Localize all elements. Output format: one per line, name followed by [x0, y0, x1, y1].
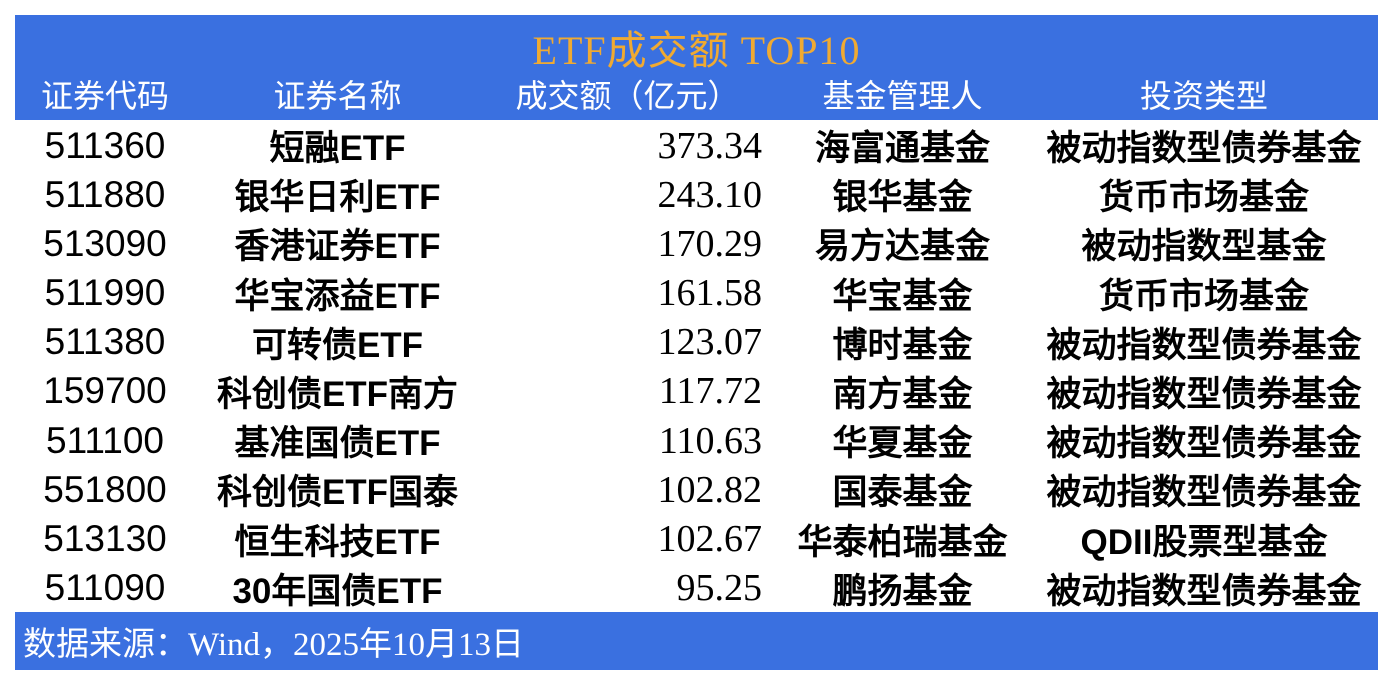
cell-manager: 博时基金	[832, 325, 973, 365]
cell-manager: 海富通基金	[814, 129, 990, 168]
table-row: 511100 基准国债ETF 110.63 华夏基金 被动指数型债券基金	[15, 415, 1378, 464]
cell-manager: 华宝基金	[832, 276, 973, 316]
cell-name: 短融ETF	[269, 129, 406, 168]
column-header-type: 投资类型	[1139, 78, 1268, 114]
cell-manager: 国泰基金	[832, 473, 973, 513]
cell-code: 159700	[43, 370, 167, 412]
cell-manager: 华泰柏瑞基金	[797, 522, 1008, 562]
cell-manager: 鹏扬基金	[832, 571, 973, 611]
table-row: 511380 可转债ETF 123.07 博时基金 被动指数型债券基金	[15, 317, 1378, 366]
cell-amount: 170.29	[657, 222, 763, 265]
table-row: 513130 恒生科技ETF 102.67 华泰柏瑞基金 QDII股票型基金	[15, 514, 1378, 563]
cell-code: 511990	[44, 272, 166, 314]
cell-manager: 银华基金	[832, 178, 973, 218]
cell-type: 被动指数型债券基金	[1046, 325, 1362, 365]
table-band: ETF成交额 TOP10 证券代码 证券名称 成交额（亿元） 基金管理人 投资类…	[15, 15, 1378, 670]
cell-amount: 373.34	[657, 124, 763, 167]
cell-type: 货币市场基金	[1098, 178, 1309, 218]
cell-name: 华宝添益ETF	[234, 276, 441, 316]
data-source-note: 数据来源：Wind，2025年10月13日	[23, 627, 524, 663]
cell-type: 被动指数型债券基金	[1046, 473, 1362, 513]
table-header-row: 证券代码 证券名称 成交额（亿元） 基金管理人 投资类型	[15, 68, 1378, 120]
table-row: 551800 科创债ETF国泰 102.82 国泰基金 被动指数型债券基金	[15, 464, 1378, 513]
cell-type: 货币市场基金	[1098, 276, 1309, 316]
cell-code: 511100	[46, 419, 164, 461]
table-row: 511880 银华日利ETF 243.10 银华基金 货币市场基金	[15, 169, 1378, 218]
cell-amount: 123.07	[657, 321, 763, 364]
cell-code: 511380	[44, 321, 166, 363]
table-row: 511090 30年国债ETF 95.25 鹏扬基金 被动指数型债券基金	[15, 563, 1378, 612]
cell-code: 511090	[44, 567, 166, 609]
cell-code: 511360	[44, 124, 166, 166]
table-row: 513090 香港证券ETF 170.29 易方达基金 被动指数型基金	[15, 218, 1378, 267]
column-header-manager: 基金管理人	[822, 78, 983, 114]
page-title: ETF成交额 TOP10	[532, 27, 861, 73]
cell-amount: 117.72	[658, 370, 762, 413]
cell-type: 被动指数型债券基金	[1046, 571, 1362, 611]
cell-manager: 南方基金	[832, 374, 973, 414]
column-header-amount: 成交额（亿元）	[515, 78, 740, 114]
cell-amount: 102.67	[657, 518, 763, 560]
table-body: 511360 短融ETF 373.34 海富通基金 被动指数型债券基金 511880 银华日…	[15, 120, 1378, 612]
cell-name: 30年国债ETF	[232, 571, 443, 611]
cell-amount: 95.25	[676, 567, 763, 610]
cell-type: 被动指数型债券基金	[1046, 129, 1362, 168]
cell-amount: 243.10	[657, 173, 763, 216]
table-row: 511990 华宝添益ETF 161.58 华宝基金 货币市场基金	[15, 268, 1378, 317]
cell-code: 511880	[44, 173, 166, 215]
cell-code: 513130	[43, 518, 167, 559]
cell-type: 被动指数型基金	[1081, 227, 1327, 267]
cell-name: 基准国债ETF	[234, 424, 441, 464]
column-header-name: 证券名称	[273, 78, 402, 114]
cell-code: 551800	[43, 468, 167, 510]
column-header-code: 证券代码	[40, 78, 169, 114]
cell-name: 可转债ETF	[251, 325, 424, 365]
cell-code: 513090	[43, 222, 167, 264]
cell-amount: 161.58	[657, 272, 763, 315]
cell-manager: 易方达基金	[814, 227, 990, 267]
cell-type: QDII股票型基金	[1080, 522, 1328, 562]
cell-amount: 110.63	[658, 419, 762, 462]
cell-name: 银华日利ETF	[234, 178, 441, 218]
cell-type: 被动指数型债券基金	[1046, 424, 1362, 464]
table-row: 159700 科创债ETF南方 117.72 南方基金 被动指数型债券基金	[15, 366, 1378, 415]
cell-name: 香港证券ETF	[234, 227, 441, 267]
cell-name: 科创债ETF国泰	[216, 473, 459, 513]
cell-name: 恒生科技ETF	[234, 522, 441, 562]
cell-manager: 华夏基金	[832, 424, 973, 464]
cell-name: 科创债ETF南方	[216, 374, 459, 414]
table-row: 511360 短融ETF 373.34 海富通基金 被动指数型债券基金	[15, 120, 1378, 169]
cell-amount: 102.82	[657, 468, 763, 511]
cell-type: 被动指数型债券基金	[1046, 374, 1362, 414]
